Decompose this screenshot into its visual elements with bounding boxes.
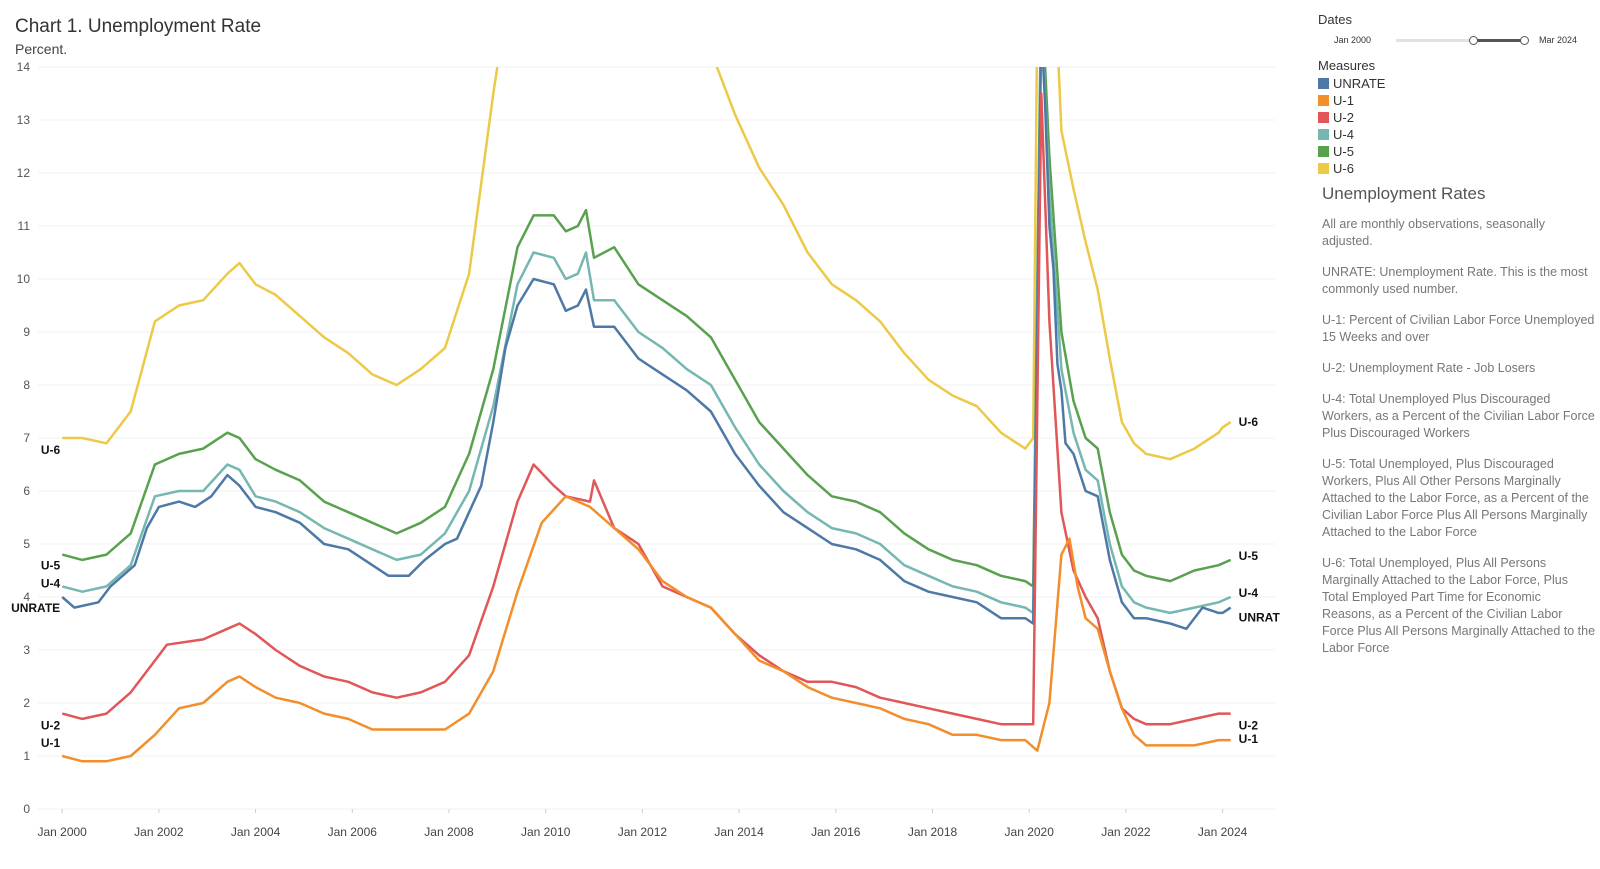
- legend-swatch: [1318, 163, 1329, 174]
- line-label-end: U-1: [1239, 732, 1259, 746]
- legend-swatch: [1318, 95, 1329, 106]
- legend-swatch: [1318, 129, 1329, 140]
- y-tick-label: 13: [17, 113, 31, 127]
- y-tick-label: 10: [17, 272, 31, 286]
- legend-label: UNRATE: [1333, 76, 1386, 91]
- notes-title: Unemployment Rates: [1322, 184, 1486, 203]
- dates-slider-track[interactable]: [1396, 36, 1529, 45]
- series-line-u-5[interactable]: [61, 0, 1232, 588]
- x-tick-label: Jan 2012: [618, 825, 668, 839]
- series-line-u-6[interactable]: [62, 0, 1232, 461]
- y-tick-label: 5: [23, 537, 30, 551]
- notes-body: All are monthly observations, seasonally…: [1322, 216, 1597, 657]
- line-label-end: U-5: [1239, 549, 1259, 563]
- legend-swatch: [1318, 112, 1329, 123]
- y-tick-label: 2: [23, 696, 30, 710]
- x-tick-label: Jan 2008: [424, 825, 474, 839]
- legend-item-u-4[interactable]: U-4: [1318, 126, 1385, 143]
- line-label-start: UNRATE: [11, 601, 60, 615]
- series-group: [61, 0, 1232, 763]
- line-label-start: U-4: [41, 576, 61, 590]
- x-tick-label: Jan 2010: [521, 825, 571, 839]
- y-tick-label: 3: [23, 643, 30, 657]
- y-tick-label: 9: [23, 325, 30, 339]
- notes-panel: Unemployment Rates All are monthly obser…: [1322, 185, 1597, 671]
- dates-slider-end-handle[interactable]: [1520, 36, 1529, 45]
- dates-end-label: Mar 2024: [1539, 35, 1578, 45]
- line-label-end: U-2: [1239, 719, 1259, 733]
- legend-label: U-1: [1333, 93, 1354, 108]
- x-tick-label: Jan 2024: [1198, 825, 1248, 839]
- dates-start-label: Jan 2000: [1334, 35, 1372, 45]
- x-tick-label: Jan 2000: [37, 825, 87, 839]
- legend-label: U-2: [1333, 110, 1354, 125]
- line-label-start: U-2: [41, 719, 61, 733]
- series-line-unrate[interactable]: [61, 25, 1232, 631]
- y-tick-label: 14: [17, 60, 31, 74]
- y-tick-label: 7: [23, 431, 30, 445]
- measures-legend: Measures UNRATE U-1 U-2 U-4 U-5 U-6: [1318, 58, 1385, 177]
- x-tick-label: Jan 2020: [1005, 825, 1055, 839]
- legend-label: U-6: [1333, 161, 1354, 176]
- legend-item-u-6[interactable]: U-6: [1318, 160, 1385, 177]
- x-tick-label: Jan 2014: [714, 825, 764, 839]
- legend-swatch: [1318, 78, 1329, 89]
- legend-swatch: [1318, 146, 1329, 157]
- note-paragraph: UNRATE: Unemployment Rate. This is the m…: [1322, 265, 1588, 296]
- x-tick-label: Jan 2006: [328, 825, 378, 839]
- dates-filter: Dates Jan 2000 Mar 2024: [1318, 12, 1598, 52]
- y-tick-label: 1: [23, 749, 30, 763]
- x-tick-label: Jan 2018: [908, 825, 958, 839]
- line-label-start: U-5: [41, 559, 61, 573]
- legend-item-u-1[interactable]: U-1: [1318, 92, 1385, 109]
- y-tick-label: 4: [23, 590, 30, 604]
- note-paragraph: U-6: Total Unemployed, Plus All Persons …: [1322, 556, 1596, 655]
- note-paragraph: U-4: Total Unemployed Plus Discouraged W…: [1322, 392, 1595, 440]
- note-paragraph: U-5: Total Unemployed, Plus Discouraged …: [1322, 457, 1589, 539]
- series-line-u-4[interactable]: [61, 14, 1232, 615]
- measures-legend-title: Measures: [1318, 58, 1376, 73]
- dates-slider-start-handle[interactable]: [1469, 36, 1478, 45]
- page-title: Chart 1. Unemployment Rate: [15, 16, 262, 37]
- line-label-end: U-4: [1239, 586, 1259, 600]
- series-line-u-1[interactable]: [61, 495, 1231, 763]
- legend-items: UNRATE U-1 U-2 U-4 U-5 U-6: [1318, 75, 1385, 177]
- legend-item-unrate[interactable]: UNRATE: [1318, 75, 1385, 92]
- x-tick-label: Jan 2004: [231, 825, 281, 839]
- line-label-start: U-1: [41, 736, 61, 750]
- y-tick-label: 12: [17, 166, 31, 180]
- note-paragraph: U-1: Percent of Civilian Labor Force Une…: [1322, 313, 1595, 344]
- legend-label: U-4: [1333, 127, 1354, 142]
- legend-item-u-2[interactable]: U-2: [1318, 109, 1385, 126]
- legend-label: U-5: [1333, 144, 1354, 159]
- line-label-end: UNRATE: [1239, 611, 1280, 625]
- note-paragraph: U-2: Unemployment Rate - Job Losers: [1322, 361, 1536, 375]
- dates-slider-range: [1471, 39, 1524, 42]
- page-subtitle: Percent.: [15, 41, 68, 57]
- y-tick-label: 11: [18, 219, 31, 233]
- line-label-end: U-6: [1239, 415, 1259, 429]
- line-label-start: U-6: [41, 443, 61, 457]
- x-tick-label: Jan 2022: [1101, 825, 1151, 839]
- x-tick-label: Jan 2016: [811, 825, 861, 839]
- dates-filter-title: Dates: [1318, 12, 1352, 27]
- y-tick-label: 8: [23, 378, 30, 392]
- y-tick-label: 6: [23, 484, 30, 498]
- y-tick-label: 0: [23, 802, 30, 816]
- legend-item-u-5[interactable]: U-5: [1318, 143, 1385, 160]
- note-paragraph: All are monthly observations, seasonally…: [1322, 217, 1546, 248]
- x-tick-label: Jan 2002: [134, 825, 184, 839]
